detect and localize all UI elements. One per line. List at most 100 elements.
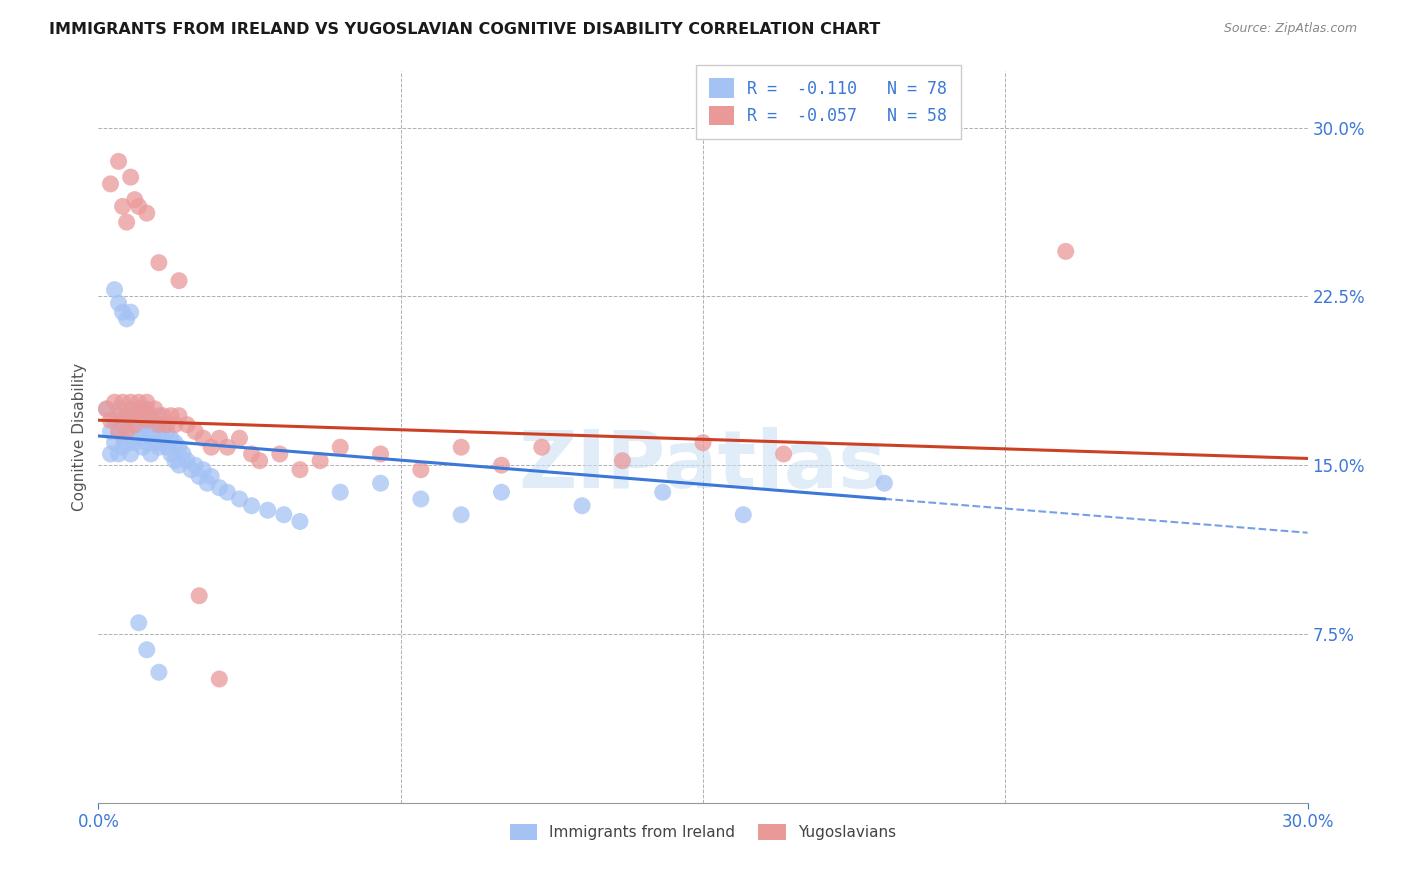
Point	[128, 199, 150, 213]
Point	[156, 417, 179, 432]
Point	[240, 499, 263, 513]
Point	[111, 413, 134, 427]
Point	[111, 305, 134, 319]
Point	[733, 508, 755, 522]
Point	[128, 395, 150, 409]
Point	[152, 435, 174, 450]
Point	[148, 665, 170, 680]
Point	[128, 401, 150, 416]
Point	[160, 409, 183, 423]
Point	[195, 476, 218, 491]
Point	[148, 440, 170, 454]
Point	[96, 401, 118, 416]
Legend: Immigrants from Ireland, Yugoslavians: Immigrants from Ireland, Yugoslavians	[503, 817, 903, 847]
Point	[120, 409, 142, 423]
Point	[256, 503, 278, 517]
Point	[107, 296, 129, 310]
Point	[530, 440, 553, 454]
Point	[100, 425, 122, 439]
Point	[167, 409, 190, 423]
Point	[176, 453, 198, 467]
Point	[163, 417, 186, 432]
Point	[370, 476, 392, 491]
Point	[132, 409, 155, 423]
Point	[132, 440, 155, 454]
Point	[163, 435, 186, 450]
Point	[240, 447, 263, 461]
Point	[208, 481, 231, 495]
Point	[103, 435, 125, 450]
Point	[128, 431, 150, 445]
Point	[120, 170, 142, 185]
Point	[180, 463, 202, 477]
Point	[128, 417, 150, 432]
Point	[135, 401, 157, 416]
Point	[143, 435, 166, 450]
Point	[156, 425, 179, 439]
Point	[160, 447, 183, 461]
Point	[148, 425, 170, 439]
Point	[135, 417, 157, 432]
Point	[120, 417, 142, 432]
Point	[139, 447, 162, 461]
Point	[491, 485, 513, 500]
Point	[329, 485, 352, 500]
Point	[100, 177, 122, 191]
Point	[269, 447, 291, 461]
Point	[115, 425, 138, 439]
Point	[217, 485, 239, 500]
Point	[167, 440, 190, 454]
Point	[491, 458, 513, 473]
Point	[156, 440, 179, 454]
Point	[160, 431, 183, 445]
Point	[135, 642, 157, 657]
Point	[450, 440, 472, 454]
Point	[100, 447, 122, 461]
Point	[152, 409, 174, 423]
Point	[208, 431, 231, 445]
Point	[193, 463, 215, 477]
Point	[111, 199, 134, 213]
Point	[107, 425, 129, 439]
Point	[200, 469, 222, 483]
Point	[148, 417, 170, 432]
Point	[124, 193, 146, 207]
Point	[228, 491, 250, 506]
Point	[1054, 244, 1077, 259]
Point	[167, 458, 190, 473]
Point	[115, 425, 138, 439]
Point	[107, 409, 129, 423]
Point	[370, 447, 392, 461]
Point	[103, 283, 125, 297]
Point	[115, 409, 138, 423]
Point	[143, 417, 166, 432]
Point	[124, 413, 146, 427]
Point	[124, 435, 146, 450]
Point	[208, 672, 231, 686]
Point	[148, 255, 170, 269]
Point	[139, 429, 162, 443]
Point	[100, 413, 122, 427]
Point	[139, 409, 162, 423]
Point	[172, 447, 194, 461]
Point	[124, 417, 146, 432]
Point	[115, 409, 138, 423]
Point	[96, 401, 118, 416]
Point	[772, 447, 794, 461]
Point	[184, 425, 207, 439]
Point	[107, 401, 129, 416]
Point	[128, 615, 150, 630]
Point	[288, 463, 311, 477]
Point	[135, 413, 157, 427]
Text: Source: ZipAtlas.com: Source: ZipAtlas.com	[1223, 22, 1357, 36]
Point	[135, 206, 157, 220]
Point	[135, 435, 157, 450]
Point	[111, 395, 134, 409]
Point	[143, 401, 166, 416]
Point	[115, 312, 138, 326]
Point	[120, 447, 142, 461]
Point	[120, 395, 142, 409]
Point	[115, 215, 138, 229]
Text: IMMIGRANTS FROM IRELAND VS YUGOSLAVIAN COGNITIVE DISABILITY CORRELATION CHART: IMMIGRANTS FROM IRELAND VS YUGOSLAVIAN C…	[49, 22, 880, 37]
Point	[228, 431, 250, 445]
